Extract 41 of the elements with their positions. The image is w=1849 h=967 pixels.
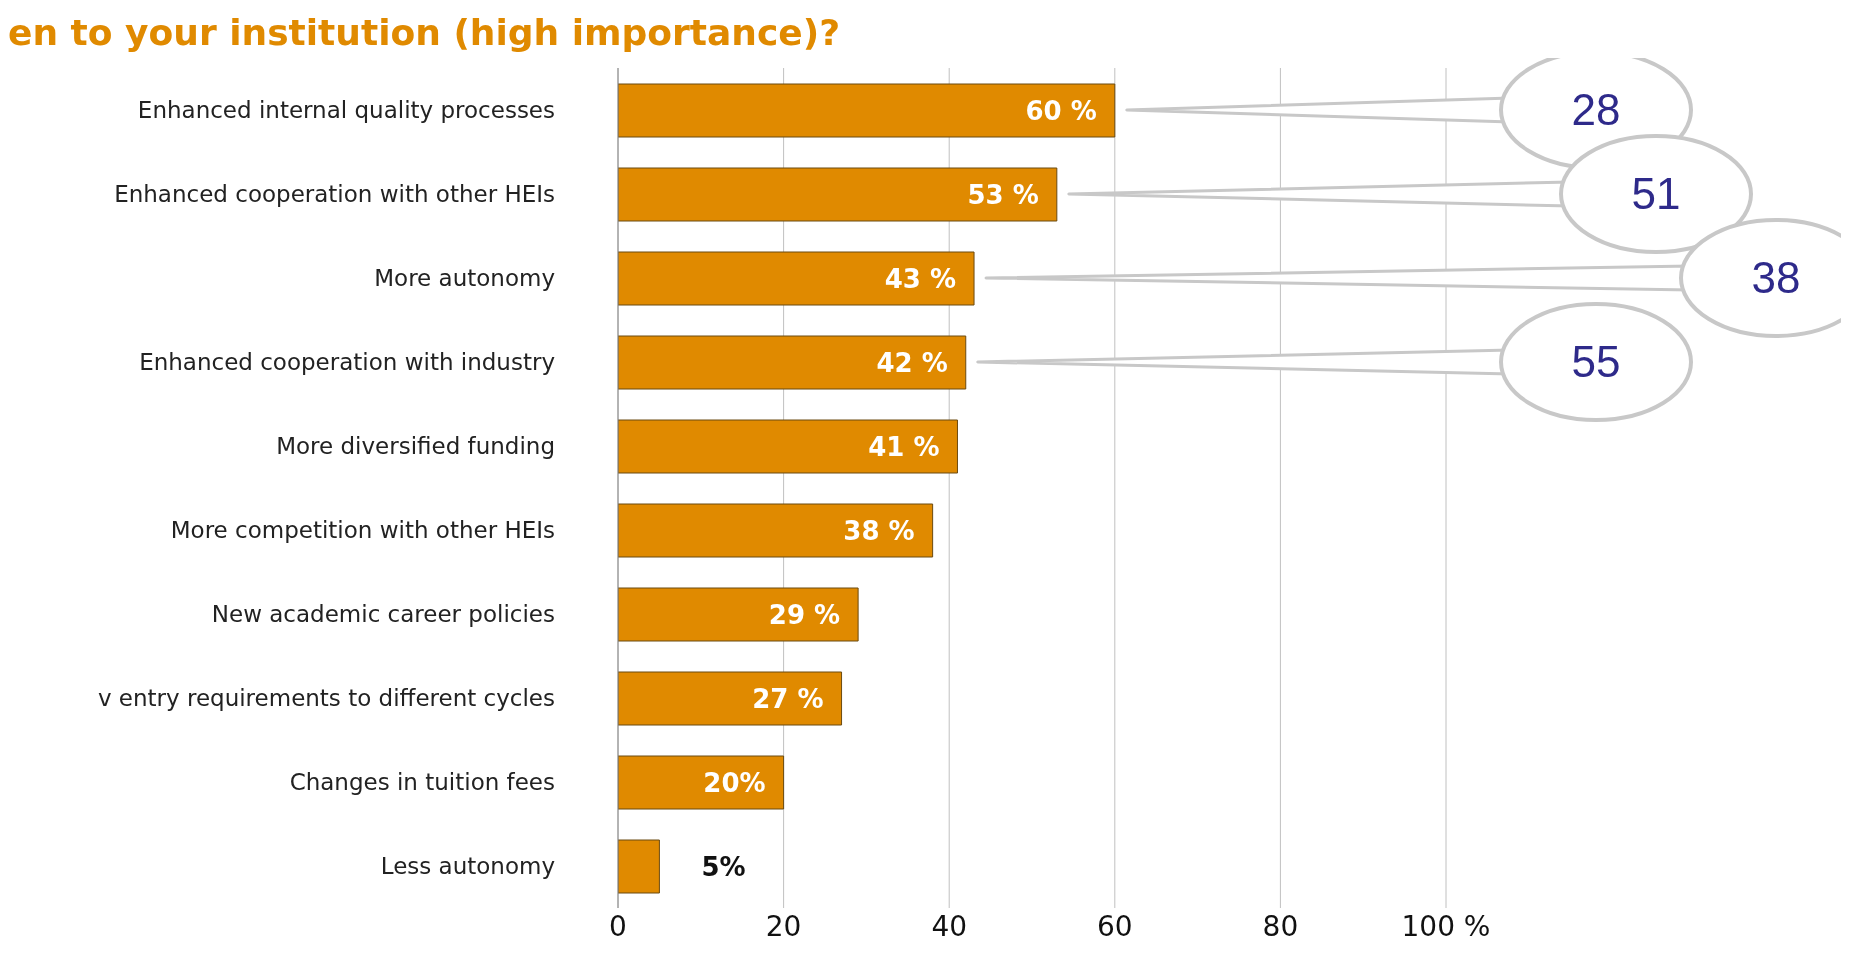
bar — [618, 419, 958, 474]
data-label: 41 % — [868, 431, 940, 462]
y-tick-label: Changes in tuition fees — [289, 769, 555, 796]
x-tick-label: 60 — [1096, 909, 1133, 943]
text: 28 — [1571, 85, 1621, 135]
x-tick-label: 0 — [609, 909, 627, 943]
x-tick-label: 20 — [765, 909, 802, 943]
data-label: 38 % — [843, 515, 915, 546]
text: 38 — [1751, 253, 1801, 303]
y-tick-label: More competition with other HEIs — [170, 517, 555, 544]
y-tick-label: More autonomy — [374, 265, 555, 292]
data-label: 29 % — [768, 599, 841, 630]
bar — [618, 503, 934, 558]
data-label: 20% — [703, 767, 766, 798]
data-label: 5% — [701, 851, 746, 882]
text: 55 — [1571, 337, 1621, 387]
y-tick-label: Enhanced internal quality processes — [137, 97, 555, 124]
data-label: 27 % — [752, 683, 824, 714]
y-tick-label: Less autonomy — [380, 853, 555, 880]
data-label: 53 % — [967, 179, 1039, 210]
text: 51 — [1631, 169, 1681, 219]
bar — [618, 83, 1116, 138]
bar — [618, 335, 967, 390]
data-label: 43 % — [884, 263, 957, 294]
data-label: 42 % — [876, 347, 948, 378]
bar — [618, 167, 1058, 222]
bar — [618, 587, 859, 642]
y-tick-label: v entry requirements to different cycles — [97, 685, 555, 712]
x-tick-label: 100 % — [1401, 909, 1491, 943]
x-tick-label: 80 — [1262, 909, 1299, 943]
chart-title: en to your institution (high importance)? — [8, 11, 842, 55]
y-tick-label: New academic career policies — [211, 601, 555, 628]
x-tick-label: 40 — [931, 909, 968, 943]
bar — [618, 251, 975, 306]
y-tick-label: Enhanced cooperation with industry — [139, 349, 555, 376]
bar — [618, 755, 785, 810]
data-label: 60 % — [1025, 95, 1097, 126]
y-tick-label: Enhanced cooperation with other HEIs — [114, 181, 555, 208]
bar — [618, 671, 843, 726]
y-tick-label: More diversified funding — [276, 433, 555, 460]
bar — [618, 839, 660, 894]
